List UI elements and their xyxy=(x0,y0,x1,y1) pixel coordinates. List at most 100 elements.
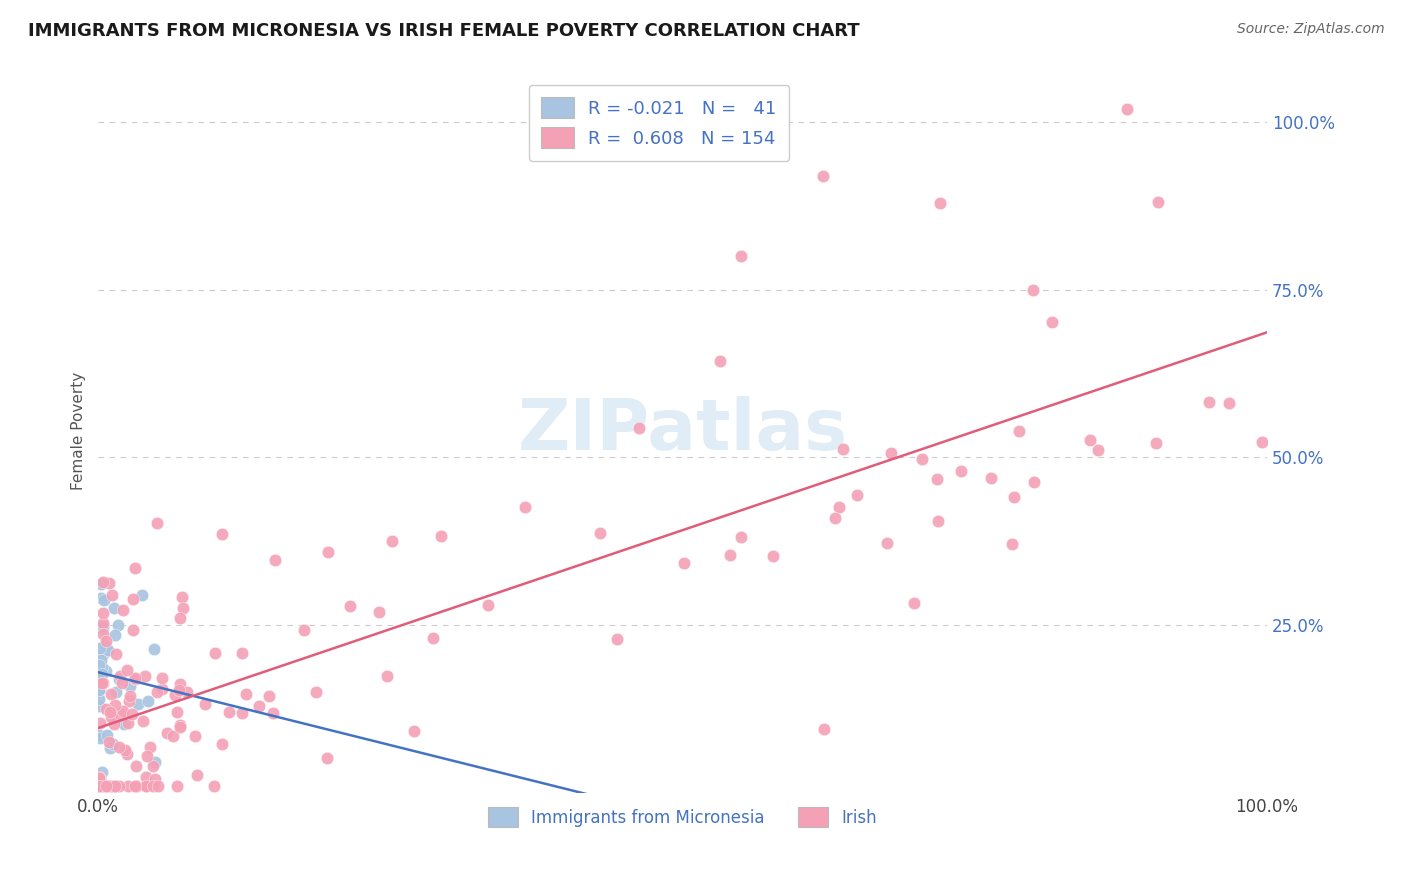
Point xyxy=(606,632,628,646)
Y-axis label: Female Poverty: Female Poverty xyxy=(72,371,86,490)
Point xyxy=(104,698,127,712)
Point xyxy=(103,779,125,793)
Point xyxy=(89,715,111,730)
Point xyxy=(1080,433,1102,447)
Point xyxy=(762,549,785,564)
Point xyxy=(589,526,612,541)
Point xyxy=(1042,315,1064,329)
Point xyxy=(627,421,650,435)
Point xyxy=(1022,475,1045,490)
Point xyxy=(87,658,110,673)
Point xyxy=(142,759,165,773)
Point xyxy=(204,646,226,660)
Point xyxy=(134,669,156,683)
Point xyxy=(97,779,120,793)
Point xyxy=(111,704,134,718)
Point xyxy=(672,556,695,570)
Text: Source: ZipAtlas.com: Source: ZipAtlas.com xyxy=(1237,22,1385,37)
Point xyxy=(218,705,240,719)
Point xyxy=(87,665,110,679)
Point xyxy=(89,681,111,696)
Point xyxy=(142,779,165,793)
Point xyxy=(143,755,166,769)
Point xyxy=(108,669,131,683)
Point xyxy=(96,634,118,648)
Point xyxy=(143,772,166,787)
Point xyxy=(121,623,143,637)
Point xyxy=(93,647,115,661)
Point xyxy=(167,682,190,697)
Point xyxy=(262,706,284,720)
Point xyxy=(169,720,191,734)
Point xyxy=(828,500,851,514)
Point xyxy=(143,641,166,656)
Point xyxy=(146,516,169,530)
Point xyxy=(169,718,191,732)
Point xyxy=(316,545,339,559)
Point xyxy=(98,741,121,756)
Point xyxy=(89,779,111,793)
Point xyxy=(103,601,125,615)
Point xyxy=(91,615,114,630)
Point xyxy=(264,552,287,566)
Point xyxy=(813,722,835,736)
Point xyxy=(114,743,136,757)
Point xyxy=(135,779,157,793)
Point xyxy=(811,169,834,183)
Point xyxy=(90,667,112,681)
Point xyxy=(121,591,143,606)
Point xyxy=(381,533,404,548)
Point xyxy=(257,690,280,704)
Point xyxy=(845,488,868,502)
Point xyxy=(101,588,124,602)
Point xyxy=(202,779,225,793)
Point xyxy=(176,685,198,699)
Point xyxy=(125,779,148,793)
Point xyxy=(89,779,111,793)
Point xyxy=(91,619,114,633)
Point xyxy=(1144,435,1167,450)
Point xyxy=(124,560,146,574)
Point xyxy=(120,679,142,693)
Point xyxy=(824,511,846,525)
Point xyxy=(1002,491,1025,505)
Point xyxy=(96,779,118,793)
Point xyxy=(1198,394,1220,409)
Point xyxy=(903,596,925,610)
Point xyxy=(211,526,233,541)
Point xyxy=(104,685,127,699)
Point xyxy=(368,605,391,619)
Point xyxy=(91,675,114,690)
Point xyxy=(1115,102,1137,116)
Point xyxy=(89,772,111,786)
Point xyxy=(117,663,139,677)
Point xyxy=(93,593,115,607)
Point xyxy=(186,768,208,782)
Point xyxy=(1218,396,1240,410)
Point xyxy=(125,779,148,793)
Point xyxy=(127,698,149,712)
Point xyxy=(94,702,117,716)
Point xyxy=(118,689,141,703)
Point xyxy=(97,643,120,657)
Text: IMMIGRANTS FROM MICRONESIA VS IRISH FEMALE POVERTY CORRELATION CHART: IMMIGRANTS FROM MICRONESIA VS IRISH FEMA… xyxy=(28,22,859,40)
Point xyxy=(90,779,112,793)
Point xyxy=(97,576,120,591)
Point xyxy=(1087,443,1109,458)
Point xyxy=(94,639,117,653)
Point xyxy=(117,779,139,793)
Point xyxy=(1007,424,1029,438)
Point xyxy=(879,446,901,460)
Point xyxy=(89,675,111,690)
Point xyxy=(135,748,157,763)
Point xyxy=(247,699,270,714)
Point xyxy=(90,576,112,591)
Point xyxy=(89,770,111,784)
Point xyxy=(87,692,110,706)
Point xyxy=(87,699,110,714)
Point xyxy=(118,694,141,708)
Point xyxy=(980,471,1002,485)
Point xyxy=(169,611,191,625)
Point xyxy=(108,707,131,722)
Point xyxy=(117,747,139,762)
